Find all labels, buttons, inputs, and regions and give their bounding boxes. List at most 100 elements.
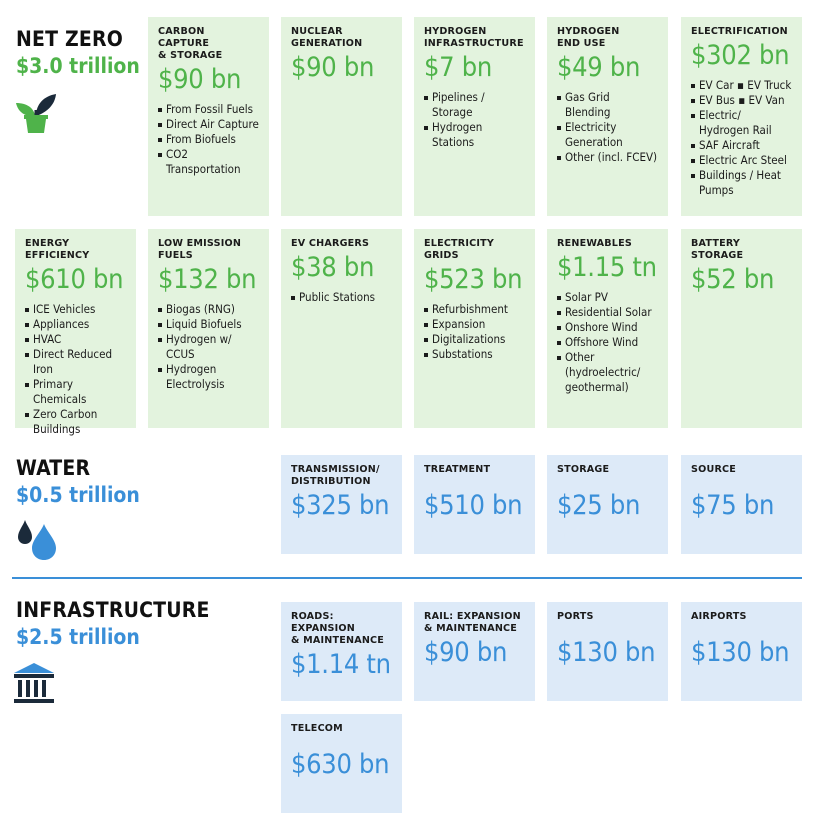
list-item: Electric/ Hydrogen Rail (691, 108, 792, 138)
card-title: ELECTRICITY GRIDS (424, 238, 495, 261)
card-nuclear: NUCLEAR GENERATION $90 bn (281, 17, 402, 216)
infrastructure-total: $2.5 trillion (16, 625, 140, 649)
card-value: $7 bn (424, 52, 492, 83)
card-ev-chargers: EV CHARGERS $38 bn Public Stations (281, 229, 402, 428)
card-items: Biogas (RNG) Liquid Biofuels Hydrogen w/… (158, 302, 259, 392)
card-hydrogen-end-use: HYDROGEN END USE $49 bn Gas Grid Blendin… (547, 17, 668, 216)
card-title: NUCLEAR GENERATION (291, 26, 363, 49)
card-roads: ROADS: EXPANSION & MAINTENANCE $1.14 tn (281, 602, 402, 701)
card-treatment: TREATMENT $510 bn (414, 455, 535, 554)
card-telecom: TELECOM $630 bn (281, 714, 402, 813)
card-title: RAIL: EXPANSION & MAINTENANCE (424, 611, 521, 634)
card-source: SOURCE $75 bn (681, 455, 802, 554)
list-item: Direct Air Capture (158, 117, 259, 132)
card-value: $90 bn (158, 64, 242, 95)
card-value: $90 bn (424, 637, 508, 668)
list-item: Gas Grid Blending (557, 90, 658, 120)
list-item: Offshore Wind (557, 335, 658, 350)
card-renewables: RENEWABLES $1.15 tn Solar PV Residential… (547, 229, 668, 428)
card-value: $75 bn (691, 490, 775, 521)
card-title: SOURCE (691, 464, 737, 475)
card-title: TELECOM (291, 723, 343, 734)
card-title: TREATMENT (424, 464, 491, 475)
card-items: Gas Grid Blending Electricity Generation… (557, 90, 658, 165)
card-value: $1.15 tn (557, 252, 657, 283)
card-value: $630 bn (291, 749, 390, 780)
card-title: TRANSMISSION/ DISTRIBUTION (291, 464, 380, 487)
card-title: PORTS (557, 611, 594, 622)
list-item: HVAC (25, 332, 126, 347)
card-title: ROADS: EXPANSION & MAINTENANCE (291, 611, 385, 646)
list-item: Zero Carbon Buildings (25, 407, 126, 437)
list-item: Buildings / Heat Pumps (691, 168, 792, 198)
card-energy-efficiency: ENERGY EFFICIENCY $610 bn ICE Vehicles A… (15, 229, 136, 436)
list-item: Substations (424, 347, 525, 362)
list-item: Appliances (25, 317, 126, 332)
list-item: Pipelines / Storage (424, 90, 525, 120)
list-item: Electric Arc Steel (691, 153, 792, 168)
list-item: Hydrogen Electrolysis (158, 362, 259, 392)
card-low-emission-fuels: LOW EMISSION FUELS $132 bn Biogas (RNG) … (148, 229, 269, 428)
list-item: Liquid Biofuels (158, 317, 259, 332)
list-item: Electricity Generation (557, 120, 658, 150)
card-value: $38 bn (291, 252, 375, 283)
list-item: Other (incl. FCEV) (557, 150, 658, 165)
card-title: ENERGY EFFICIENCY (25, 238, 90, 261)
list-item: Public Stations (291, 290, 392, 305)
list-item: Expansion (424, 317, 525, 332)
card-title: AIRPORTS (691, 611, 747, 622)
card-value: $25 bn (557, 490, 641, 521)
section-divider (12, 577, 802, 579)
card-ports: PORTS $130 bn (547, 602, 668, 701)
card-value: $90 bn (291, 52, 375, 83)
list-item: Hydrogen Stations (424, 120, 525, 150)
card-value: $130 bn (691, 637, 790, 668)
list-item: CO2 Transportation (158, 147, 259, 177)
list-item: Residential Solar (557, 305, 658, 320)
infrastructure-title: INFRASTRUCTURE (16, 598, 210, 622)
card-value: $52 bn (691, 264, 775, 295)
list-item: From Fossil Fuels (158, 102, 259, 117)
card-items: Public Stations (291, 290, 392, 305)
card-value: $523 bn (424, 264, 523, 295)
list-item: From Biofuels (158, 132, 259, 147)
card-title: BATTERY STORAGE (691, 238, 744, 261)
list-item: Biogas (RNG) (158, 302, 259, 317)
card-title: CARBON CAPTURE & STORAGE (158, 26, 223, 61)
card-items: Solar PV Residential Solar Onshore Wind … (557, 290, 658, 395)
water-title: WATER (16, 456, 91, 480)
list-item: SAF Aircraft (691, 138, 792, 153)
card-airports: AIRPORTS $130 bn (681, 602, 802, 701)
card-electricity-grids: ELECTRICITY GRIDS $523 bn Refurbishment … (414, 229, 535, 428)
card-items: EV Car ▪ EV Truck EV Bus ▪ EV Van Electr… (691, 78, 792, 198)
card-rail: RAIL: EXPANSION & MAINTENANCE $90 bn (414, 602, 535, 701)
list-item: Direct Reduced Iron (25, 347, 126, 377)
list-item: Onshore Wind (557, 320, 658, 335)
card-value: $302 bn (691, 40, 790, 71)
net-zero-total: $3.0 trillion (16, 54, 140, 78)
card-items: ICE Vehicles Appliances HVAC Direct Redu… (25, 302, 126, 437)
card-transmission-distribution: TRANSMISSION/ DISTRIBUTION $325 bn (281, 455, 402, 554)
card-items: From Fossil Fuels Direct Air Capture Fro… (158, 102, 259, 177)
plant-icon (14, 92, 58, 138)
card-value: $49 bn (557, 52, 641, 83)
card-battery-storage: BATTERY STORAGE $52 bn (681, 229, 802, 428)
card-title: ELECTRIFICATION (691, 26, 788, 37)
list-item: EV Car ▪ EV Truck (691, 78, 792, 93)
net-zero-title: NET ZERO (16, 27, 123, 51)
list-item: Primary Chemicals (25, 377, 126, 407)
list-item: Hydrogen w/ CCUS (158, 332, 259, 362)
card-carbon-capture: CARBON CAPTURE & STORAGE $90 bn From Fos… (148, 17, 269, 216)
card-storage: STORAGE $25 bn (547, 455, 668, 554)
card-electrification: ELECTRIFICATION $302 bn EV Car ▪ EV Truc… (681, 17, 802, 216)
card-items: Refurbishment Expansion Digitalizations … (424, 302, 525, 362)
list-item: Solar PV (557, 290, 658, 305)
bank-building-icon (13, 662, 55, 708)
list-item: Refurbishment (424, 302, 525, 317)
card-title: EV CHARGERS (291, 238, 370, 249)
card-title: RENEWABLES (557, 238, 632, 249)
list-item: EV Bus ▪ EV Van (691, 93, 792, 108)
card-value: $610 bn (25, 264, 124, 295)
card-hydrogen-infrastructure: HYDROGEN INFRASTRUCTURE $7 bn Pipelines … (414, 17, 535, 216)
list-item: ICE Vehicles (25, 302, 126, 317)
